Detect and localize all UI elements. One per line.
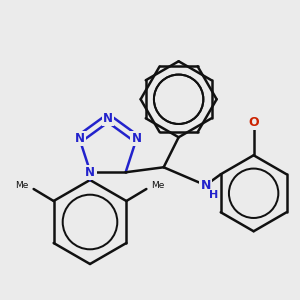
Text: N: N (131, 132, 142, 145)
Text: N: N (85, 166, 95, 179)
Text: N: N (103, 112, 113, 124)
Text: H: H (209, 190, 218, 200)
Text: Me: Me (15, 182, 28, 190)
Text: O: O (248, 116, 259, 129)
Text: N: N (200, 179, 211, 192)
Text: Me: Me (152, 182, 165, 190)
Text: N: N (74, 132, 85, 145)
